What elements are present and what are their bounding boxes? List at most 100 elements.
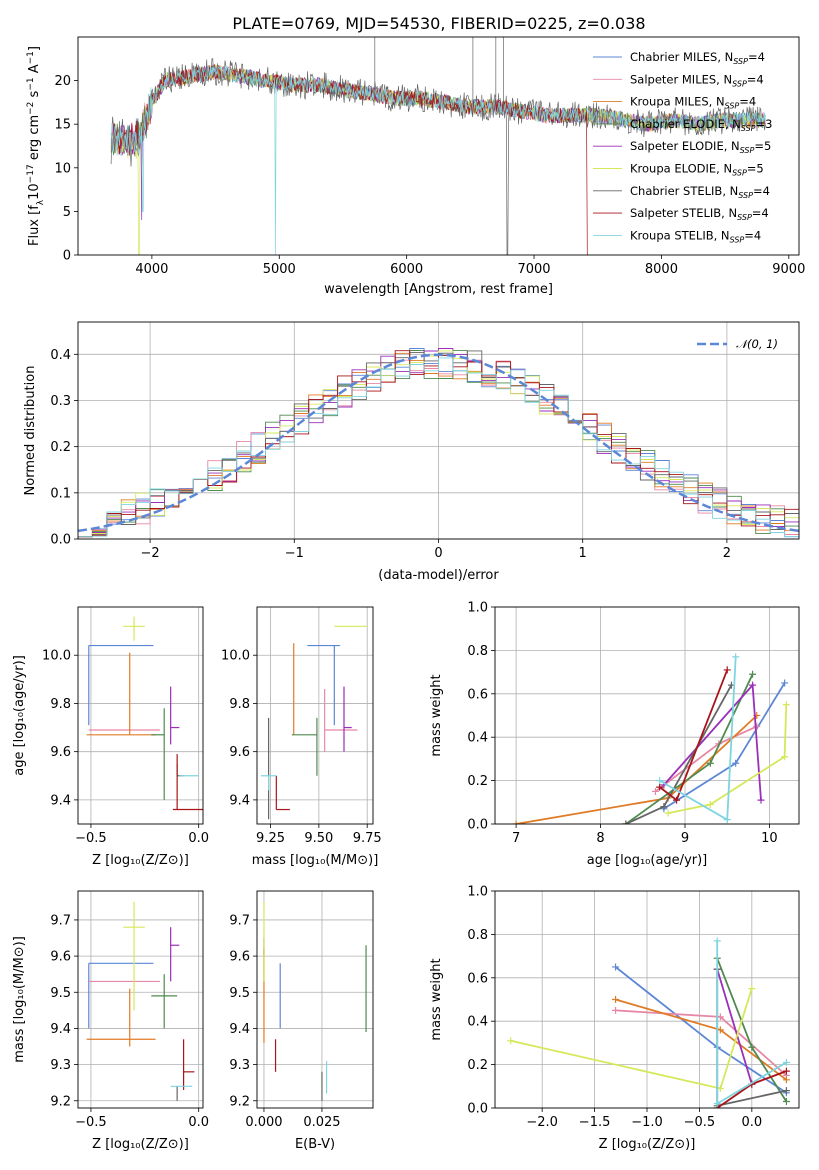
y-tick-label: 9.2 — [50, 1094, 71, 1109]
x-tick-label: 9.50 — [304, 831, 333, 846]
legend-entry: Salpeter MILES, NSSP=4 — [630, 72, 764, 88]
y-tick-label: 9.6 — [229, 950, 250, 965]
legend-value: =4 — [739, 95, 756, 109]
axes-frame — [77, 606, 204, 825]
legend-value: =4 — [747, 72, 764, 86]
y-tick-label: 10 — [54, 161, 71, 176]
legend-label: Salpeter MILES, N — [630, 72, 732, 86]
axes-frame — [494, 890, 800, 1109]
legend-subscript: SSP — [732, 79, 747, 88]
plot-area — [260, 625, 368, 820]
weight-line-salpeter-miles — [615, 1009, 787, 1077]
weight-marker — [723, 816, 731, 824]
legend-value: =4 — [748, 50, 765, 64]
weight-marker — [782, 1067, 790, 1075]
x-tick-label: 8 — [596, 831, 604, 846]
weight-marker — [723, 666, 731, 674]
weight-line-salpeter-elodie — [716, 968, 753, 1085]
x-axis-label: Z [log₁₀(Z/Z⊙)] — [92, 853, 189, 868]
weight-marker — [749, 670, 757, 678]
axes-frame — [256, 606, 374, 825]
x-tick-label: −2 — [141, 546, 160, 561]
x-tick-label: 0 — [434, 546, 442, 561]
legend-label: Salpeter STELIB, N — [630, 206, 737, 220]
legend-value: =3 — [756, 117, 773, 131]
weight-marker — [656, 777, 664, 785]
x-tick-label: 7 — [512, 831, 520, 846]
grid-lines — [257, 891, 373, 1108]
y-tick-label: 1.0 — [467, 601, 488, 616]
y-axis-label: mass weight — [429, 958, 444, 1040]
x-tick-label: 9000 — [772, 262, 805, 277]
y-tick-label: 15 — [54, 118, 71, 133]
x-tick-label: −0.5 — [684, 1115, 716, 1130]
x-tick-label: 6000 — [390, 262, 423, 277]
y-tick-label: 0.0 — [467, 818, 488, 833]
legend-subscript: SSP — [737, 213, 752, 222]
weight-marker — [612, 1006, 620, 1014]
weight-marker — [732, 759, 740, 767]
x-tick-label: 10 — [761, 831, 778, 846]
y-tick-label: 9.4 — [229, 1022, 250, 1037]
plot-area — [507, 937, 790, 1108]
x-tick-label: 7000 — [517, 262, 550, 277]
weight-marker — [748, 1043, 756, 1051]
mass-vs-reddening-panel: 0.000 0.025 9.2 9.3 9.4 9.5 9.6 9.7 E(B-V) — [229, 890, 374, 1152]
weight-marker — [673, 796, 681, 804]
weight-marker — [732, 653, 740, 661]
weight-marker — [753, 722, 761, 730]
legend-entry: 𝒩(0, 1) — [736, 337, 778, 351]
legend-entry: Chabrier MILES, NSSP=4 — [630, 50, 765, 66]
figure-title: PLATE=0769, MJD=54530, FIBERID=0225, z=0… — [232, 14, 645, 33]
y-tick-label: 9.7 — [229, 913, 250, 928]
weight-line-salpeter-elodie — [663, 682, 762, 801]
y-tick-label: 9.2 — [229, 1094, 250, 1109]
legend-label: Kroupa ELODIE, N — [630, 162, 732, 176]
y-tick-label: 9.8 — [50, 697, 71, 712]
weight-marker — [651, 787, 659, 795]
legend-value: =5 — [754, 139, 771, 153]
x-tick-label: −1 — [285, 546, 304, 561]
legend-subscript: SSP — [732, 169, 747, 178]
weight-marker — [782, 1097, 790, 1105]
x-tick-label: 5000 — [263, 262, 296, 277]
legend-label: Chabrier ELODIE, N — [630, 117, 741, 131]
legend-entry: Kroupa ELODIE, NSSP=5 — [630, 162, 764, 178]
legend-label: Salpeter ELODIE, N — [630, 139, 740, 153]
y-tick-label: 0.4 — [50, 348, 71, 363]
y-tick-label: 0.3 — [50, 394, 71, 409]
mass-weight-vs-age-panel: 7 8 9 10 0.0 0.2 0.4 0.6 0.8 1.0 age [log₁₀(age/yr… — [429, 601, 800, 868]
y-tick-label: 0.0 — [467, 1102, 488, 1117]
y-tick-label: 20 — [54, 74, 71, 89]
y-tick-label: 0.0 — [50, 533, 71, 548]
grid-lines — [495, 890, 799, 1109]
y-tick-label: 1.0 — [467, 885, 488, 900]
legend-label: Kroupa STELIB, N — [630, 228, 730, 242]
x-tick-label: 9.25 — [256, 831, 285, 846]
axes-frame — [494, 606, 800, 825]
y-tick-label: 9.3 — [229, 1058, 250, 1073]
axes-frame — [77, 321, 800, 540]
y-tick-label: 0.8 — [467, 928, 488, 943]
y-tick-label: 0.4 — [467, 731, 488, 746]
x-tick-label: −0.5 — [75, 1115, 107, 1130]
x-tick-label: −1.0 — [631, 1115, 663, 1130]
weight-marker — [656, 783, 664, 791]
weight-marker — [757, 796, 765, 804]
weight-line-chabrier-miles — [615, 966, 787, 1094]
y-axis-label: Flux [fλ10−17 erg cm−2 s−1 A−1] — [26, 46, 46, 246]
x-tick-label: 0.0 — [188, 1115, 209, 1130]
legend-value: =4 — [752, 206, 769, 220]
x-tick-label: 8000 — [645, 262, 678, 277]
y-tick-label: 9.3 — [50, 1058, 71, 1073]
weight-line-kroupa-miles — [515, 714, 758, 824]
x-tick-label: −0.5 — [75, 831, 107, 846]
x-tick-label: 9.75 — [353, 831, 382, 846]
axes-frame — [256, 890, 374, 1109]
x-axis-label: age [log₁₀(age/yr)] — [587, 853, 708, 868]
plot-area — [263, 901, 367, 1101]
x-axis-label: (data-model)/error — [378, 568, 499, 583]
plot-area — [78, 348, 799, 538]
weight-marker — [749, 681, 757, 689]
spectrum-panel: 4000 5000 6000 7000 8000 9000 0 5 10 15 20 waveleng… — [26, 36, 805, 297]
